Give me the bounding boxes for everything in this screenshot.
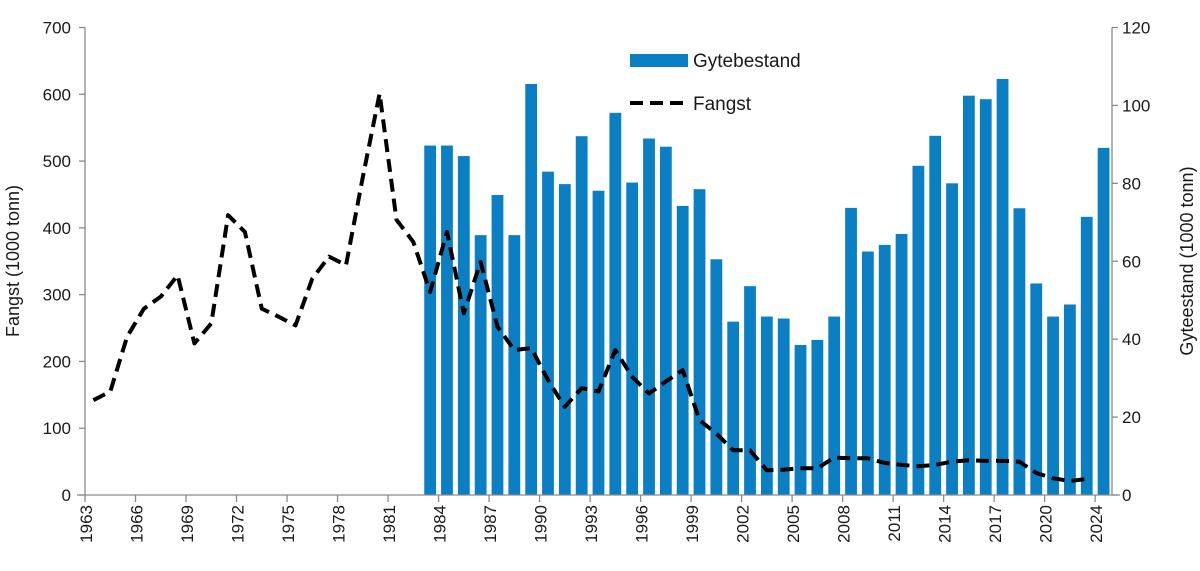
bar-2012	[912, 166, 924, 495]
x-tick-label: 1990	[532, 505, 551, 543]
x-tick-label: 2017	[986, 505, 1005, 543]
bar-1994	[609, 113, 621, 495]
bar-2019	[1030, 283, 1042, 495]
left-tick-label: 0	[62, 486, 71, 505]
x-tick-label: 1981	[380, 505, 399, 543]
bar-2015	[963, 96, 975, 495]
legend: Gytebestand Fangst	[630, 51, 801, 115]
bar-2011	[896, 234, 908, 495]
x-tick-label: 1969	[178, 505, 197, 543]
x-tick-label: 1984	[431, 505, 450, 543]
bar-2007	[828, 317, 840, 495]
bar-2001	[727, 322, 739, 495]
left-tick-label: 300	[43, 286, 71, 305]
bar-1984	[441, 146, 453, 495]
bar-1995	[626, 183, 638, 495]
left-tick-label: 100	[43, 419, 71, 438]
x-tick-label: 1999	[683, 505, 702, 543]
right-tick-label: 60	[1122, 252, 1141, 271]
x-tick-label: 2011	[885, 505, 904, 542]
x-tick-label: 2020	[1037, 505, 1056, 543]
x-tick-label: 1972	[229, 505, 248, 543]
x-tick-label: 1978	[330, 505, 349, 543]
bar-1997	[660, 147, 672, 495]
bar-2018	[1014, 208, 1026, 495]
bar-2017	[997, 79, 1009, 495]
bar-1998	[677, 206, 689, 495]
bar-2006	[811, 340, 823, 495]
bar-1989	[525, 84, 537, 495]
bar-2014	[946, 183, 958, 495]
bar-2022	[1081, 217, 1093, 495]
legend-swatch-gytebestand	[630, 54, 688, 67]
x-tick-label: 1993	[582, 505, 601, 543]
x-tick-label: 2024	[1087, 505, 1106, 543]
bar-1987	[492, 195, 504, 495]
x-tick-label: 2008	[835, 505, 854, 543]
bar-1996	[643, 139, 655, 495]
legend-label-fangst: Fangst	[693, 94, 752, 115]
right-tick-label: 120	[1122, 19, 1150, 38]
bar-2024	[1098, 148, 1110, 495]
right-axis-title: Gyteestand (1000 tonn)	[1177, 166, 1197, 355]
left-tick-label: 400	[43, 219, 71, 238]
bar-1985	[458, 156, 470, 495]
bar-1993	[593, 191, 605, 495]
x-tick-label: 1963	[77, 505, 96, 543]
right-tick-label: 100	[1122, 96, 1150, 115]
left-tick-label: 500	[43, 152, 71, 171]
x-tick-label: 2002	[734, 505, 753, 543]
left-tick-label: 200	[43, 352, 71, 371]
legend-label-gytebestand: Gytebestand	[693, 51, 801, 72]
bar-2016	[980, 99, 992, 495]
bar-1999	[694, 189, 706, 495]
left-axis-title: Fangst (1000 tonn)	[3, 185, 23, 337]
bars-gytebestand	[424, 79, 1109, 495]
right-tick-label: 20	[1122, 408, 1141, 427]
x-tick-label: 1987	[481, 505, 500, 543]
bar-2010	[879, 245, 891, 495]
x-tick-label: 2014	[936, 505, 955, 543]
bar-2005	[795, 345, 807, 495]
bar-2008	[845, 208, 857, 495]
x-tick-label: 2005	[784, 505, 803, 543]
bar-2000	[710, 259, 722, 495]
bar-2013	[929, 136, 941, 495]
x-tick-label: 1996	[633, 505, 652, 543]
x-tick-label: 1966	[128, 505, 147, 543]
left-tick-label: 600	[43, 85, 71, 104]
x-tick-label: 1975	[279, 505, 298, 543]
right-tick-label: 80	[1122, 174, 1141, 193]
bar-2020	[1047, 317, 1059, 495]
bar-1990	[542, 172, 554, 495]
left-tick-label: 700	[43, 19, 71, 38]
bar-1992	[576, 136, 588, 495]
bar-1988	[508, 235, 520, 495]
bar-2002	[744, 286, 756, 495]
right-tick-label: 40	[1122, 330, 1141, 349]
right-tick-label: 0	[1122, 486, 1131, 505]
bar-1983	[424, 146, 436, 495]
bar-1991	[559, 184, 571, 495]
bar-2021	[1064, 304, 1076, 495]
